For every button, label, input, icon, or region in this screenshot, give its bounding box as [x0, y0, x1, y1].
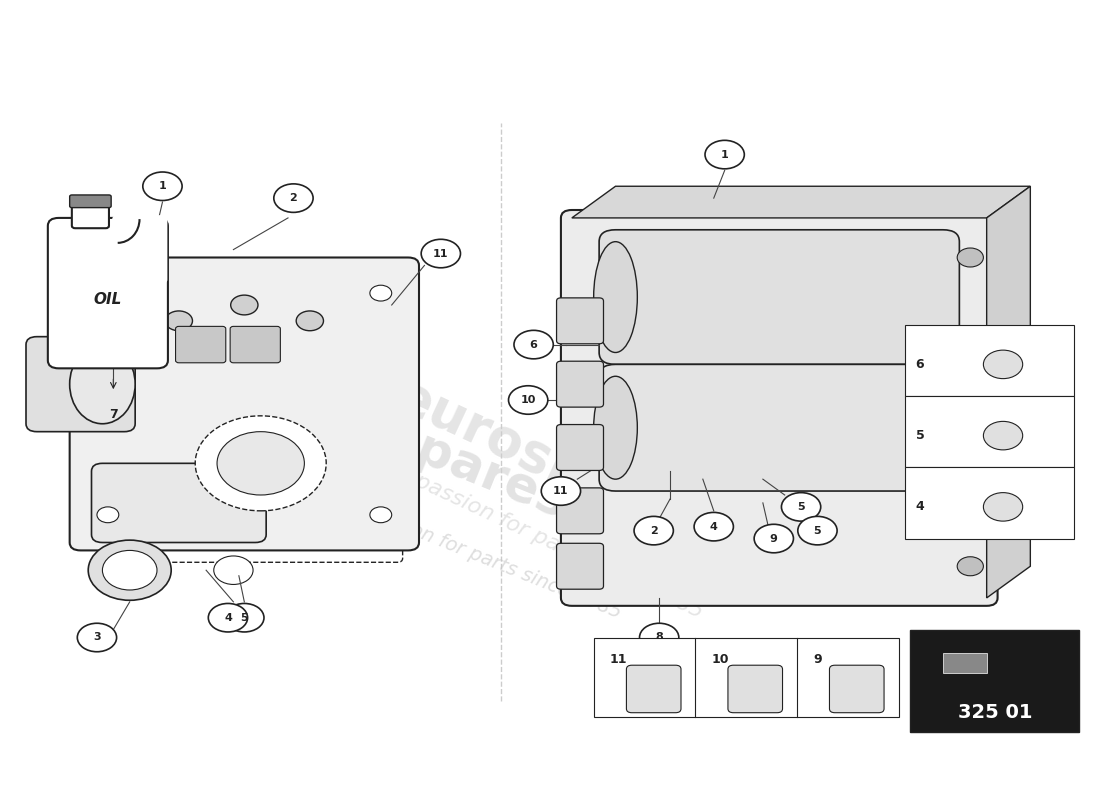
Circle shape [88, 540, 172, 600]
Text: 6: 6 [915, 358, 924, 371]
FancyBboxPatch shape [905, 467, 1074, 538]
FancyBboxPatch shape [91, 463, 266, 542]
Text: 5: 5 [241, 613, 249, 622]
Circle shape [634, 516, 673, 545]
FancyBboxPatch shape [561, 210, 998, 606]
Circle shape [957, 470, 983, 489]
Text: OIL: OIL [94, 292, 122, 307]
Circle shape [508, 386, 548, 414]
Circle shape [97, 286, 119, 301]
Text: 2: 2 [650, 526, 658, 536]
Text: 10: 10 [712, 654, 729, 666]
Text: 2: 2 [289, 193, 297, 203]
FancyBboxPatch shape [176, 326, 226, 362]
Circle shape [370, 286, 392, 301]
Text: 4: 4 [224, 613, 232, 622]
FancyBboxPatch shape [557, 425, 604, 470]
Text: 5: 5 [814, 526, 822, 536]
Ellipse shape [594, 376, 637, 479]
FancyBboxPatch shape [72, 204, 109, 228]
Text: 4: 4 [915, 500, 924, 514]
FancyBboxPatch shape [557, 362, 604, 407]
Circle shape [755, 524, 793, 553]
Text: 10: 10 [520, 395, 536, 405]
Circle shape [370, 507, 392, 522]
Circle shape [102, 550, 157, 590]
Text: 9: 9 [770, 534, 778, 543]
Text: eurospares: eurospares [263, 366, 574, 529]
Circle shape [213, 556, 253, 585]
Text: 5: 5 [915, 429, 924, 442]
Circle shape [224, 603, 264, 632]
Text: 11: 11 [610, 654, 627, 666]
Circle shape [195, 416, 327, 511]
Circle shape [274, 184, 313, 212]
Text: 11: 11 [433, 249, 449, 258]
Circle shape [208, 603, 248, 632]
FancyBboxPatch shape [600, 230, 959, 364]
Text: 6: 6 [530, 339, 538, 350]
Circle shape [541, 477, 581, 506]
FancyBboxPatch shape [905, 396, 1074, 467]
FancyBboxPatch shape [557, 488, 604, 534]
Text: 4: 4 [710, 522, 717, 532]
Text: a passion for parts since 1985: a passion for parts since 1985 [344, 494, 625, 622]
FancyBboxPatch shape [47, 218, 168, 368]
Text: 325 01: 325 01 [958, 703, 1033, 722]
FancyBboxPatch shape [69, 258, 419, 550]
FancyBboxPatch shape [594, 638, 900, 717]
Polygon shape [572, 186, 1031, 218]
Polygon shape [987, 186, 1031, 598]
Text: 7: 7 [109, 408, 118, 421]
FancyBboxPatch shape [905, 325, 1074, 396]
Circle shape [97, 507, 119, 522]
Ellipse shape [69, 345, 135, 424]
Circle shape [983, 493, 1023, 521]
Circle shape [217, 432, 305, 495]
Circle shape [983, 422, 1023, 450]
Text: 3: 3 [94, 633, 101, 642]
Ellipse shape [165, 311, 192, 330]
Circle shape [421, 239, 461, 268]
Circle shape [983, 350, 1023, 378]
Circle shape [694, 513, 734, 541]
FancyBboxPatch shape [943, 654, 987, 673]
Text: 1: 1 [158, 182, 166, 191]
Circle shape [957, 557, 983, 576]
Circle shape [514, 330, 553, 359]
FancyBboxPatch shape [112, 215, 167, 284]
Circle shape [957, 248, 983, 267]
FancyBboxPatch shape [910, 630, 1079, 733]
Circle shape [781, 493, 821, 521]
FancyBboxPatch shape [557, 298, 604, 344]
FancyBboxPatch shape [69, 195, 111, 208]
FancyBboxPatch shape [230, 326, 280, 362]
FancyBboxPatch shape [600, 364, 959, 491]
Circle shape [798, 516, 837, 545]
Circle shape [639, 623, 679, 652]
Text: 5: 5 [798, 502, 805, 512]
FancyBboxPatch shape [26, 337, 135, 432]
Circle shape [705, 140, 745, 169]
Circle shape [957, 351, 983, 370]
Circle shape [77, 623, 117, 652]
Ellipse shape [231, 295, 258, 315]
FancyBboxPatch shape [829, 666, 884, 713]
FancyBboxPatch shape [728, 666, 782, 713]
Circle shape [143, 172, 183, 201]
Ellipse shape [296, 311, 323, 330]
Text: a passion for parts since 1985: a passion for parts since 1985 [394, 462, 706, 622]
Text: 11: 11 [553, 486, 569, 496]
Text: 8: 8 [656, 633, 663, 642]
Text: 1: 1 [720, 150, 728, 159]
FancyBboxPatch shape [557, 543, 604, 590]
Text: eurospares: eurospares [388, 370, 712, 558]
Ellipse shape [594, 242, 637, 353]
FancyBboxPatch shape [626, 666, 681, 713]
Text: 9: 9 [813, 654, 822, 666]
